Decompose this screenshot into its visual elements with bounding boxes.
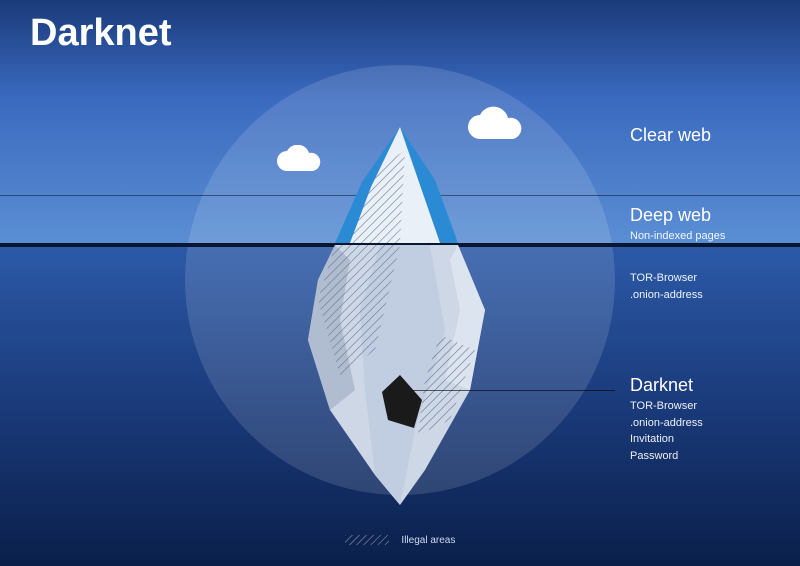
label-title: Clear web bbox=[630, 125, 711, 146]
label-deep-web: Deep web Non-indexed pages bbox=[630, 205, 725, 245]
legend-label: Illegal areas bbox=[401, 535, 455, 546]
label-subtitle: Non-indexed pages bbox=[630, 228, 725, 245]
label-subtitle: TOR-Browser .onion-address Invitation Pa… bbox=[630, 398, 703, 464]
label-title: Darknet bbox=[630, 375, 703, 396]
label-clear-web: Clear web bbox=[630, 125, 711, 148]
connector-line bbox=[412, 390, 615, 391]
page-title: Darknet bbox=[30, 12, 172, 55]
cloud-icon bbox=[465, 105, 527, 141]
label-title: Deep web bbox=[630, 205, 725, 226]
label-darknet: Darknet TOR-Browser .onion-address Invit… bbox=[630, 375, 703, 464]
cloud-icon bbox=[275, 145, 323, 173]
legend: Illegal areas bbox=[0, 535, 800, 546]
hatch-swatch-icon bbox=[345, 535, 389, 545]
label-deep-web-extra: TOR-Browser .onion-address bbox=[630, 270, 703, 303]
label-subtitle: TOR-Browser .onion-address bbox=[630, 270, 703, 303]
divider-clear-deep bbox=[0, 195, 800, 196]
highlight-circle bbox=[185, 65, 615, 495]
